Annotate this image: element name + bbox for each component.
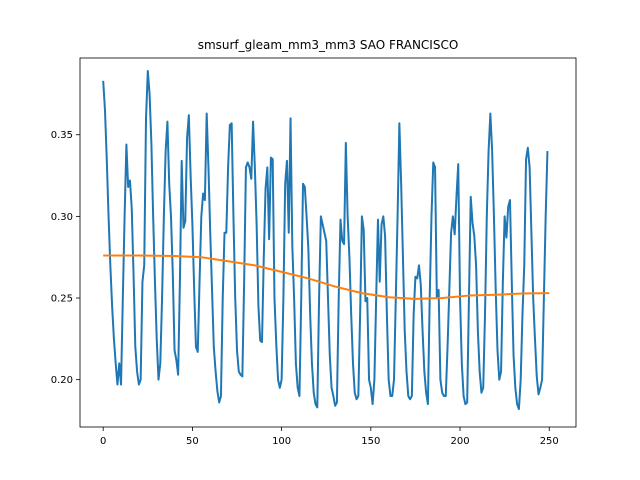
- y-tick-label: 0.20: [51, 375, 73, 386]
- series-line-2: [103, 254, 550, 300]
- plot-area: [102, 70, 550, 411]
- y-tick-label: 0.30: [51, 212, 73, 223]
- axis-ticks: 0 50 100 150 200 250 0.20 0.25 0.30 0.35: [51, 130, 559, 447]
- y-tick-label: 0.35: [51, 130, 73, 141]
- chart-title: smsurf_gleam_mm3_mm3 SAO FRANCISCO: [198, 38, 459, 52]
- x-tick-label: 0: [100, 436, 106, 447]
- x-tick-label: 150: [361, 436, 380, 447]
- axes-frame: [79, 57, 577, 428]
- x-tick-label: 200: [450, 436, 469, 447]
- y-tick-label: 0.25: [51, 294, 73, 305]
- x-tick-label: 50: [186, 436, 199, 447]
- x-tick-label: 250: [540, 436, 559, 447]
- series-line-1: [102, 70, 549, 411]
- x-tick-label: 100: [272, 436, 291, 447]
